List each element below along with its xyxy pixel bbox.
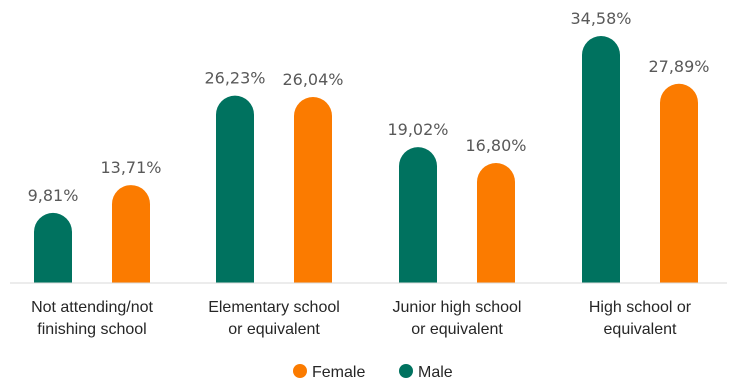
value-label-female-1: 26,04% — [282, 70, 343, 89]
category-labels-layer: Not attending/not finishing school Element… — [31, 299, 692, 338]
value-label-male-3: 34,58% — [570, 9, 631, 28]
bar-female-2 — [477, 163, 515, 283]
category-label-3-line-1: equivalent — [604, 321, 678, 338]
category-label-0-line-1: finishing school — [37, 321, 146, 338]
value-label-male-0: 9,81% — [28, 186, 79, 205]
value-label-female-0: 13,71% — [100, 158, 161, 177]
value-label-female-2: 16,80% — [465, 136, 526, 155]
category-label-1-line-0: Elementary school — [208, 299, 340, 316]
legend-marker-male — [399, 364, 413, 378]
legend-marker-female — [293, 364, 307, 378]
value-labels-layer: 9,81% 26,23% 19,02% 34,58% 13,71% 26,04% 16,80… — [28, 9, 710, 205]
category-label-1-line-1: or equivalent — [228, 321, 320, 338]
value-label-male-2: 19,02% — [387, 120, 448, 139]
legend-label-female: Female — [312, 364, 365, 381]
bar-female-0 — [112, 185, 150, 283]
bar-male-2 — [399, 147, 437, 283]
category-label-0-line-0: Not attending/not — [31, 299, 153, 316]
bar-male-3 — [582, 36, 620, 283]
value-label-female-3: 27,89% — [648, 57, 709, 76]
value-label-male-1: 26,23% — [204, 69, 265, 88]
bar-male-0 — [34, 212, 72, 283]
legend-label-male: Male — [418, 364, 453, 381]
bars-layer — [34, 36, 698, 284]
category-label-2-line-0: Junior high school — [393, 299, 522, 316]
legend: Female Male — [293, 364, 453, 381]
category-label-3-line-0: High school or — [589, 299, 692, 316]
bar-female-3 — [660, 83, 698, 284]
bar-female-1 — [294, 97, 332, 283]
category-label-2-line-1: or equivalent — [411, 321, 503, 338]
bar-male-1 — [216, 95, 254, 284]
